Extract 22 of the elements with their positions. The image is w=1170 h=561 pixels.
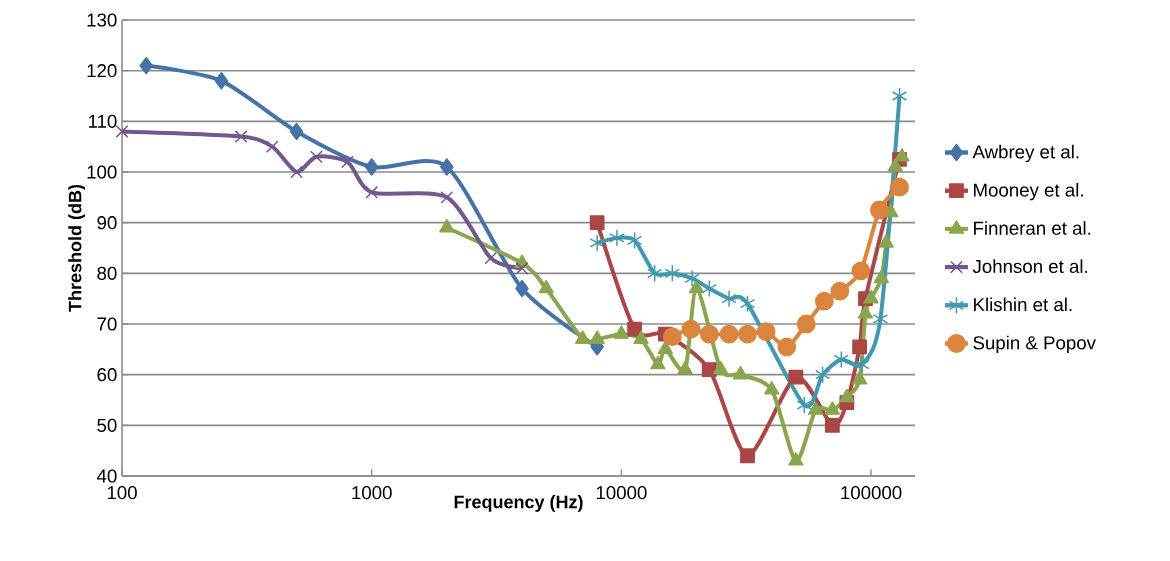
y-axis-title: Threshold (dB): [68, 184, 86, 312]
y-tick-label: 90: [97, 216, 117, 230]
x-tick-label: 100: [107, 486, 137, 500]
x-tick-label: 10000: [596, 486, 647, 500]
y-tick-label: 50: [97, 418, 117, 432]
legend-label: Finneran et al.: [974, 221, 1091, 235]
y-tick-label: 130: [87, 13, 117, 27]
y-tick-label: 80: [97, 266, 117, 280]
legend-label: Johnson et al.: [972, 259, 1088, 274]
legend-label: Supin & Popov: [973, 335, 1096, 354]
legend-label: Klishin et al.: [974, 297, 1072, 312]
y-tick-label: 40: [96, 469, 117, 483]
y-tick-label: 120: [87, 64, 117, 78]
y-tick-label: 60: [97, 368, 117, 382]
y-tick-label: 100: [87, 165, 117, 179]
x-tick-label: 100000: [841, 486, 902, 500]
x-tick-label: 1000: [352, 486, 392, 500]
y-tick-label: 70: [97, 317, 117, 331]
legend-label: Awbrey et al.: [972, 144, 1079, 163]
x-axis-title: Frequency (Hz): [454, 495, 583, 512]
y-tick-label: 110: [88, 114, 117, 128]
legend-label: Mooney et al.: [974, 182, 1083, 201]
